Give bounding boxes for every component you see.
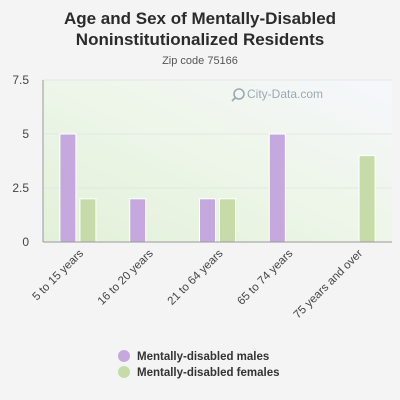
bar-males [199,198,216,243]
watermark-text: City-Data.com [247,87,323,101]
magnifier-icon [233,88,245,100]
legend: Mentally-disabled males Mentally-disabled… [118,350,280,379]
x-tick-label: 75 years and over [292,248,366,322]
bars [59,133,376,243]
bar-females [358,155,376,243]
chart-title: Age and Sex of Mentally-Disabled Noninst… [0,8,400,50]
x-axis-ticks: 5 to 15 years 16 to 20 years 21 to 64 year… [31,247,366,321]
y-tick-label: 5 [22,127,29,141]
chart-subtitle: Zip code 75166 [162,55,238,67]
x-tick-label: 21 to 64 years [166,247,226,307]
x-tick-label: 16 to 20 years [96,247,156,307]
legend-label: Mentally-disabled females [137,367,280,379]
y-tick-label: 0 [22,235,29,249]
legend-label: Mentally-disabled males [137,351,269,363]
bar-females [219,198,236,243]
x-tick-label: 5 to 15 years [31,247,87,303]
y-tick-label: 7.5 [12,73,29,87]
bar-males [268,133,286,243]
magnifier-handle [231,96,237,102]
bar-males [59,133,77,243]
plot-area [43,80,392,242]
y-tick-label: 2.5 [12,181,29,195]
bar-males [129,198,147,243]
bar-females [79,198,97,243]
legend-swatch [118,350,130,362]
chart-title-line-2: Noninstitutionalized Residents [75,30,325,49]
chart-title-line-1: Age and Sex of Mentally-Disabled [63,9,337,28]
x-tick-label: 65 to 74 years [235,247,295,307]
gridlines [43,79,392,189]
legend-swatch [118,366,130,378]
watermark: City-Data.com [231,87,323,102]
y-axis-ticks: 0 2.5 5 7.5 [12,73,29,249]
